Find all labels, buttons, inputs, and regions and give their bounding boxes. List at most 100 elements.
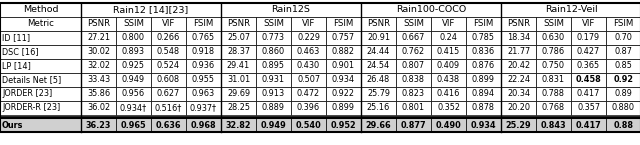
Text: 0.765: 0.765: [192, 33, 215, 42]
Bar: [571, 118, 606, 132]
Text: Details Net [5]: Details Net [5]: [2, 76, 61, 85]
Text: 0.949: 0.949: [260, 120, 286, 129]
Text: 26.48: 26.48: [367, 76, 390, 85]
Bar: [0, 3, 81, 17]
Text: 25.29: 25.29: [506, 120, 531, 129]
Text: 0.357: 0.357: [577, 104, 600, 113]
Text: 35.86: 35.86: [87, 89, 110, 98]
Text: 0.229: 0.229: [297, 33, 320, 42]
Bar: [501, 87, 536, 101]
Text: 36.02: 36.02: [87, 104, 110, 113]
Text: Rain100-COCO: Rain100-COCO: [396, 6, 466, 14]
Bar: [326, 73, 361, 87]
Bar: [361, 118, 396, 132]
Bar: [81, 59, 116, 73]
Text: 0.893: 0.893: [122, 48, 145, 57]
Text: 28.25: 28.25: [227, 104, 250, 113]
Bar: [466, 31, 501, 45]
Text: 36.23: 36.23: [86, 120, 111, 129]
Text: 0.88: 0.88: [614, 120, 634, 129]
Bar: [361, 31, 396, 45]
Text: 0.899: 0.899: [332, 104, 355, 113]
Bar: [81, 17, 116, 31]
Bar: [291, 45, 326, 59]
Text: 0.266: 0.266: [157, 33, 180, 42]
Bar: [116, 31, 151, 45]
Bar: [606, 45, 640, 59]
Text: 0.836: 0.836: [472, 48, 495, 57]
Bar: [326, 101, 361, 115]
Text: 0.876: 0.876: [472, 61, 495, 70]
Bar: [116, 118, 151, 132]
Bar: [606, 87, 640, 101]
Text: 0.472: 0.472: [297, 89, 320, 98]
Text: 24.44: 24.44: [367, 48, 390, 57]
Bar: [606, 118, 640, 132]
Text: 0.92: 0.92: [614, 76, 634, 85]
Bar: [81, 73, 116, 87]
Bar: [536, 73, 571, 87]
Bar: [536, 59, 571, 73]
Text: 0.667: 0.667: [402, 33, 425, 42]
Bar: [151, 118, 186, 132]
Bar: [571, 45, 606, 59]
Text: 0.458: 0.458: [575, 76, 602, 85]
Text: 29.41: 29.41: [227, 61, 250, 70]
Text: 20.20: 20.20: [507, 104, 530, 113]
Bar: [571, 17, 606, 31]
Text: 31.01: 31.01: [227, 76, 250, 85]
Bar: [431, 31, 466, 45]
Bar: [501, 59, 536, 73]
Bar: [466, 73, 501, 87]
Text: PSNR: PSNR: [507, 19, 530, 29]
Bar: [606, 101, 640, 115]
Text: Metric: Metric: [27, 19, 54, 29]
Bar: [606, 31, 640, 45]
Text: 0.918: 0.918: [192, 48, 215, 57]
Text: 20.91: 20.91: [367, 33, 390, 42]
Text: 0.922: 0.922: [332, 89, 355, 98]
Bar: [361, 3, 501, 17]
Bar: [151, 73, 186, 87]
Text: 18.34: 18.34: [507, 33, 530, 42]
Text: Method: Method: [23, 6, 58, 14]
Bar: [466, 118, 501, 132]
Bar: [186, 17, 221, 31]
Text: JORDER-R [23]: JORDER-R [23]: [2, 104, 60, 113]
Bar: [536, 45, 571, 59]
Text: 0.548: 0.548: [157, 48, 180, 57]
Text: 0.430: 0.430: [297, 61, 320, 70]
Text: SSIM: SSIM: [403, 19, 424, 29]
Text: 0.901: 0.901: [332, 61, 355, 70]
Bar: [221, 87, 256, 101]
Bar: [571, 87, 606, 101]
Text: 0.427: 0.427: [577, 48, 600, 57]
Bar: [431, 118, 466, 132]
Text: 0.860: 0.860: [262, 48, 285, 57]
Bar: [256, 31, 291, 45]
Bar: [256, 87, 291, 101]
Bar: [0, 73, 81, 87]
Bar: [571, 31, 606, 45]
Text: 0.70: 0.70: [614, 33, 632, 42]
Text: 0.750: 0.750: [542, 61, 565, 70]
Bar: [151, 17, 186, 31]
Bar: [221, 45, 256, 59]
Text: 25.79: 25.79: [367, 89, 390, 98]
Bar: [116, 17, 151, 31]
Text: 22.24: 22.24: [507, 76, 530, 85]
Text: 25.07: 25.07: [227, 33, 250, 42]
Bar: [256, 59, 291, 73]
Text: 20.34: 20.34: [507, 89, 530, 98]
Bar: [221, 3, 361, 17]
Text: 0.762: 0.762: [402, 48, 425, 57]
Text: 0.630: 0.630: [542, 33, 565, 42]
Text: 0.955: 0.955: [192, 76, 215, 85]
Bar: [571, 101, 606, 115]
Bar: [571, 73, 606, 87]
Text: VIF: VIF: [302, 19, 315, 29]
Bar: [536, 31, 571, 45]
Bar: [536, 17, 571, 31]
Text: 0.365: 0.365: [577, 61, 600, 70]
Text: 0.757: 0.757: [332, 33, 355, 42]
